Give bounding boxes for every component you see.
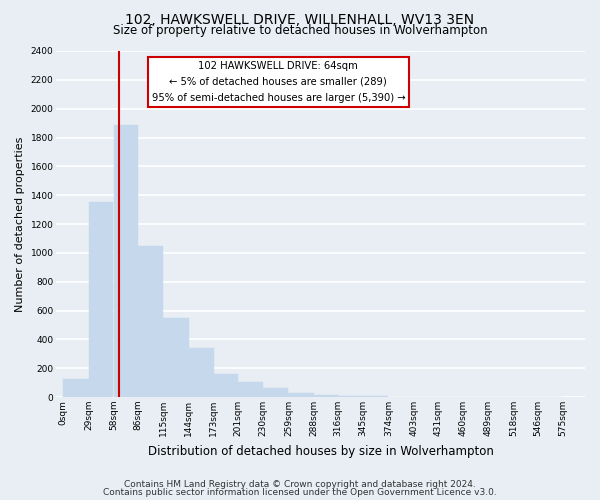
Y-axis label: Number of detached properties: Number of detached properties (15, 136, 25, 312)
Text: 102 HAWKSWELL DRIVE: 64sqm
← 5% of detached houses are smaller (289)
95% of semi: 102 HAWKSWELL DRIVE: 64sqm ← 5% of detac… (152, 62, 405, 102)
Bar (163, 318, 188, 397)
Bar (89, 202, 113, 397)
Bar (238, 382, 263, 397)
Text: 102, HAWKSWELL DRIVE, WILLENHALL, WV13 3EN: 102, HAWKSWELL DRIVE, WILLENHALL, WV13 3… (125, 12, 475, 26)
Bar (138, 246, 163, 397)
Bar (188, 348, 214, 397)
Bar (263, 388, 289, 397)
Text: Size of property relative to detached houses in Wolverhampton: Size of property relative to detached ho… (113, 24, 487, 37)
Bar (314, 395, 338, 397)
Bar (289, 392, 314, 397)
Bar (363, 396, 388, 397)
Bar (214, 374, 238, 397)
Bar (338, 396, 363, 397)
X-axis label: Distribution of detached houses by size in Wolverhampton: Distribution of detached houses by size … (148, 444, 494, 458)
Bar (63, 379, 89, 397)
Text: Contains HM Land Registry data © Crown copyright and database right 2024.: Contains HM Land Registry data © Crown c… (124, 480, 476, 489)
Bar (114, 124, 138, 397)
Text: Contains public sector information licensed under the Open Government Licence v3: Contains public sector information licen… (103, 488, 497, 497)
